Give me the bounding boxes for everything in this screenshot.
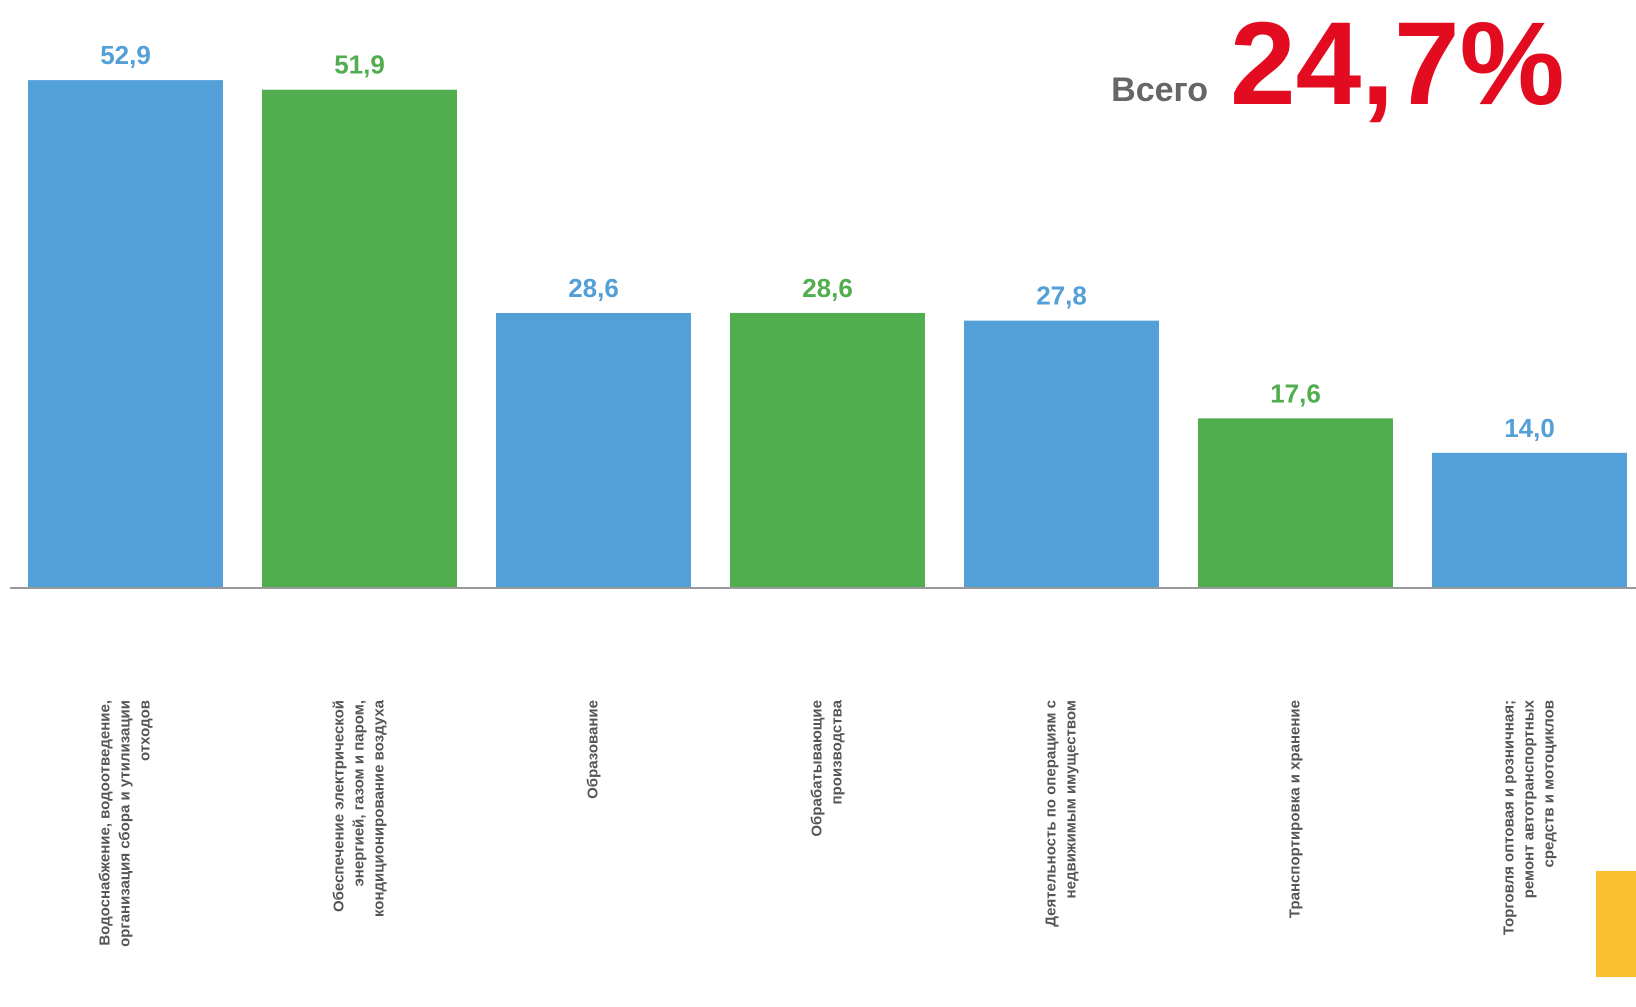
value-label: 28,6 <box>802 273 853 303</box>
x-tick-label: Обрабатывающие производства <box>808 699 845 836</box>
bar <box>964 320 1159 587</box>
x-tick-label: Деятельность по операциям с недвижимым им… <box>1042 700 1079 927</box>
x-tick-label: Водоснабжение, водоотведение, организация… <box>96 700 153 947</box>
bar <box>1432 452 1627 587</box>
x-tick-label: Транспортировка и хранение <box>1286 700 1303 918</box>
bar <box>1198 418 1393 587</box>
category-label: Транспортировка и хранение <box>1286 700 1303 918</box>
value-label: 17,6 <box>1270 378 1321 408</box>
category-label: Обрабатывающие производства <box>808 699 845 836</box>
value-label: 14,0 <box>1504 413 1555 443</box>
value-label: 28,6 <box>568 273 619 303</box>
bar <box>262 89 457 587</box>
category-label: Деятельность по операциям с недвижимым им… <box>1042 700 1079 927</box>
category-label: Обеспечение электрической энергией, газом… <box>330 699 387 917</box>
bar <box>28 80 223 587</box>
corner-badge <box>1596 871 1636 977</box>
value-label: 27,8 <box>1036 281 1087 311</box>
category-label: Торговля оптовая и розничная; ремонт авто… <box>1500 699 1557 935</box>
x-tick-label: Обеспечение электрической энергией, газом… <box>330 699 387 917</box>
category-label: Водоснабжение, водоотведение, организация… <box>96 700 153 947</box>
total-value: 24,7% <box>1230 0 1565 130</box>
x-tick-label: Образование <box>584 700 601 799</box>
value-label: 52,9 <box>100 40 151 70</box>
bar <box>496 312 691 587</box>
total-label: Всего <box>1111 71 1208 109</box>
bar <box>730 312 925 587</box>
x-tick-label: Торговля оптовая и розничная; ремонт авто… <box>1500 699 1557 935</box>
category-label: Образование <box>584 700 601 799</box>
value-label: 51,9 <box>334 50 385 80</box>
